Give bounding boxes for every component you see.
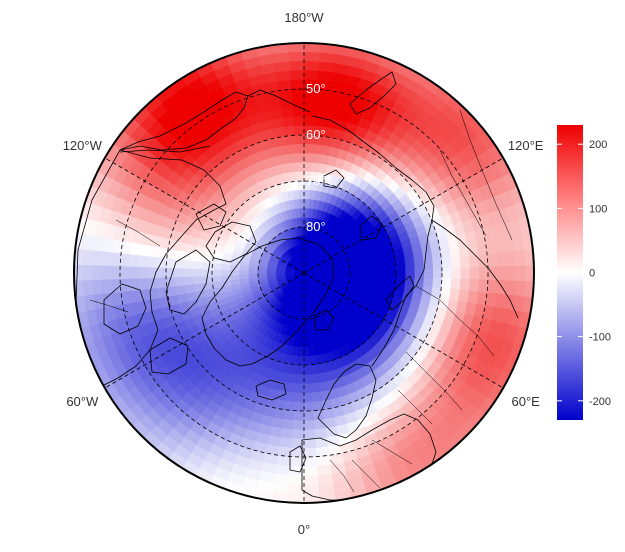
asia-coast	[431, 219, 519, 319]
graticule-lon--120	[104, 157, 305, 274]
labrador-coast	[149, 337, 189, 375]
iceland-coast	[255, 379, 287, 401]
lat-label-80: 80°	[306, 219, 326, 234]
alaska-coast	[119, 91, 249, 151]
colorbar-tick-label: -200	[589, 396, 611, 408]
graticule-lat-60	[165, 134, 443, 412]
europe-coast	[301, 413, 437, 501]
lon-label-m120: 120°W	[63, 138, 103, 153]
victoria-island-coast	[195, 203, 227, 231]
lon-label-0: 0°	[298, 522, 310, 537]
british-isles-coast	[289, 445, 307, 473]
severnaya-zemlya-coast	[359, 215, 383, 241]
graticule	[104, 43, 504, 503]
kamchatka-coast	[349, 71, 397, 115]
aleutian-chain	[119, 145, 211, 153]
lat-label-70: 70°	[306, 173, 326, 188]
lat-label-60: 60°	[306, 127, 326, 142]
graticule-lon-60	[303, 272, 504, 389]
lon-label-120: 120°E	[508, 138, 544, 153]
graticule-lon--60	[104, 272, 305, 389]
graticule-lon-120	[303, 157, 504, 274]
colorbar-tick-label: -100	[589, 332, 611, 344]
coastlines	[74, 71, 519, 501]
svalbard-coast	[313, 309, 335, 331]
latitude-labels: 50° 60° 70° 80°	[306, 81, 326, 234]
longitude-labels: 180°W 120°E 120°W 60°E 60°W 0°	[63, 10, 544, 537]
canadian-archipelago-coast	[205, 221, 257, 263]
chukotka-coast	[247, 89, 311, 113]
new-siberian-islands-coast	[323, 169, 345, 189]
lon-label-180: 180°W	[284, 10, 324, 25]
baffin-island-coast	[165, 249, 211, 315]
hudson-bay-coast	[103, 283, 147, 335]
scandinavia-coast	[317, 363, 377, 439]
novaya-zemlya-coast	[385, 275, 415, 311]
anomaly-field	[74, 43, 534, 503]
globe-outline	[73, 42, 535, 504]
greenland-coast	[201, 237, 335, 367]
colorbar-tick-label: 100	[589, 203, 607, 215]
colorbar-tick-label: 200	[589, 139, 607, 151]
lon-label-60: 60°E	[512, 394, 541, 409]
colorbar-tick-label: 0	[589, 268, 595, 280]
graticule-lat-70	[211, 180, 397, 366]
lon-label-m60: 60°W	[66, 394, 99, 409]
colorbar: 200 100 0 -100 -200	[557, 125, 611, 420]
lat-label-50: 50°	[306, 81, 326, 96]
